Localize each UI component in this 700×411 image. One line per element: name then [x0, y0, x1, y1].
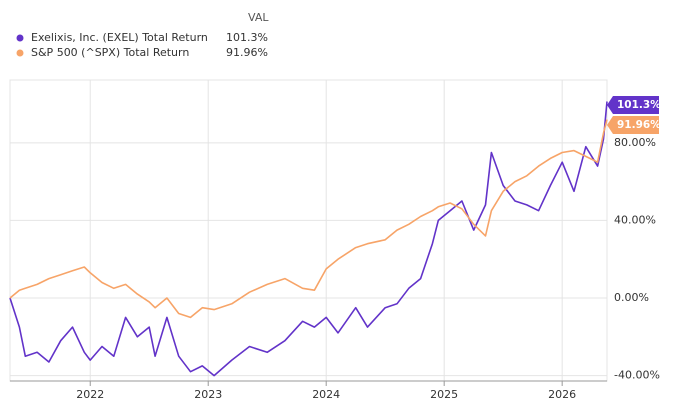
- legend-swatch: [16, 49, 24, 57]
- x-tick-label: 2024: [312, 388, 340, 401]
- legend-swatch: [16, 34, 24, 42]
- end-label: 91.96%: [617, 119, 661, 131]
- series-line: [9, 101, 608, 377]
- end-badge: [607, 116, 659, 134]
- legend-label: Exelixis, Inc. (EXEL) Total Return: [31, 31, 208, 44]
- end-label: 101.3%: [617, 99, 661, 111]
- y-tick-label: 0.00%: [614, 291, 649, 304]
- x-tick-label: 2026: [548, 388, 576, 401]
- y-tick-label: 80.00%: [614, 136, 656, 149]
- series-line: [9, 119, 608, 319]
- y-tick-label: -40.00%: [614, 369, 660, 382]
- y-tick-label: 40.00%: [614, 213, 656, 226]
- legend-value: 91.96%: [226, 46, 268, 59]
- end-badge: [607, 96, 659, 114]
- legend-header: VAL: [248, 11, 269, 24]
- legend-label: S&P 500 (^SPX) Total Return: [31, 46, 189, 59]
- x-tick-label: 2025: [430, 388, 458, 401]
- legend-value: 101.3%: [226, 31, 268, 44]
- x-tick-label: 2022: [76, 388, 104, 401]
- plot-area: [9, 79, 608, 382]
- x-tick-label: 2023: [194, 388, 222, 401]
